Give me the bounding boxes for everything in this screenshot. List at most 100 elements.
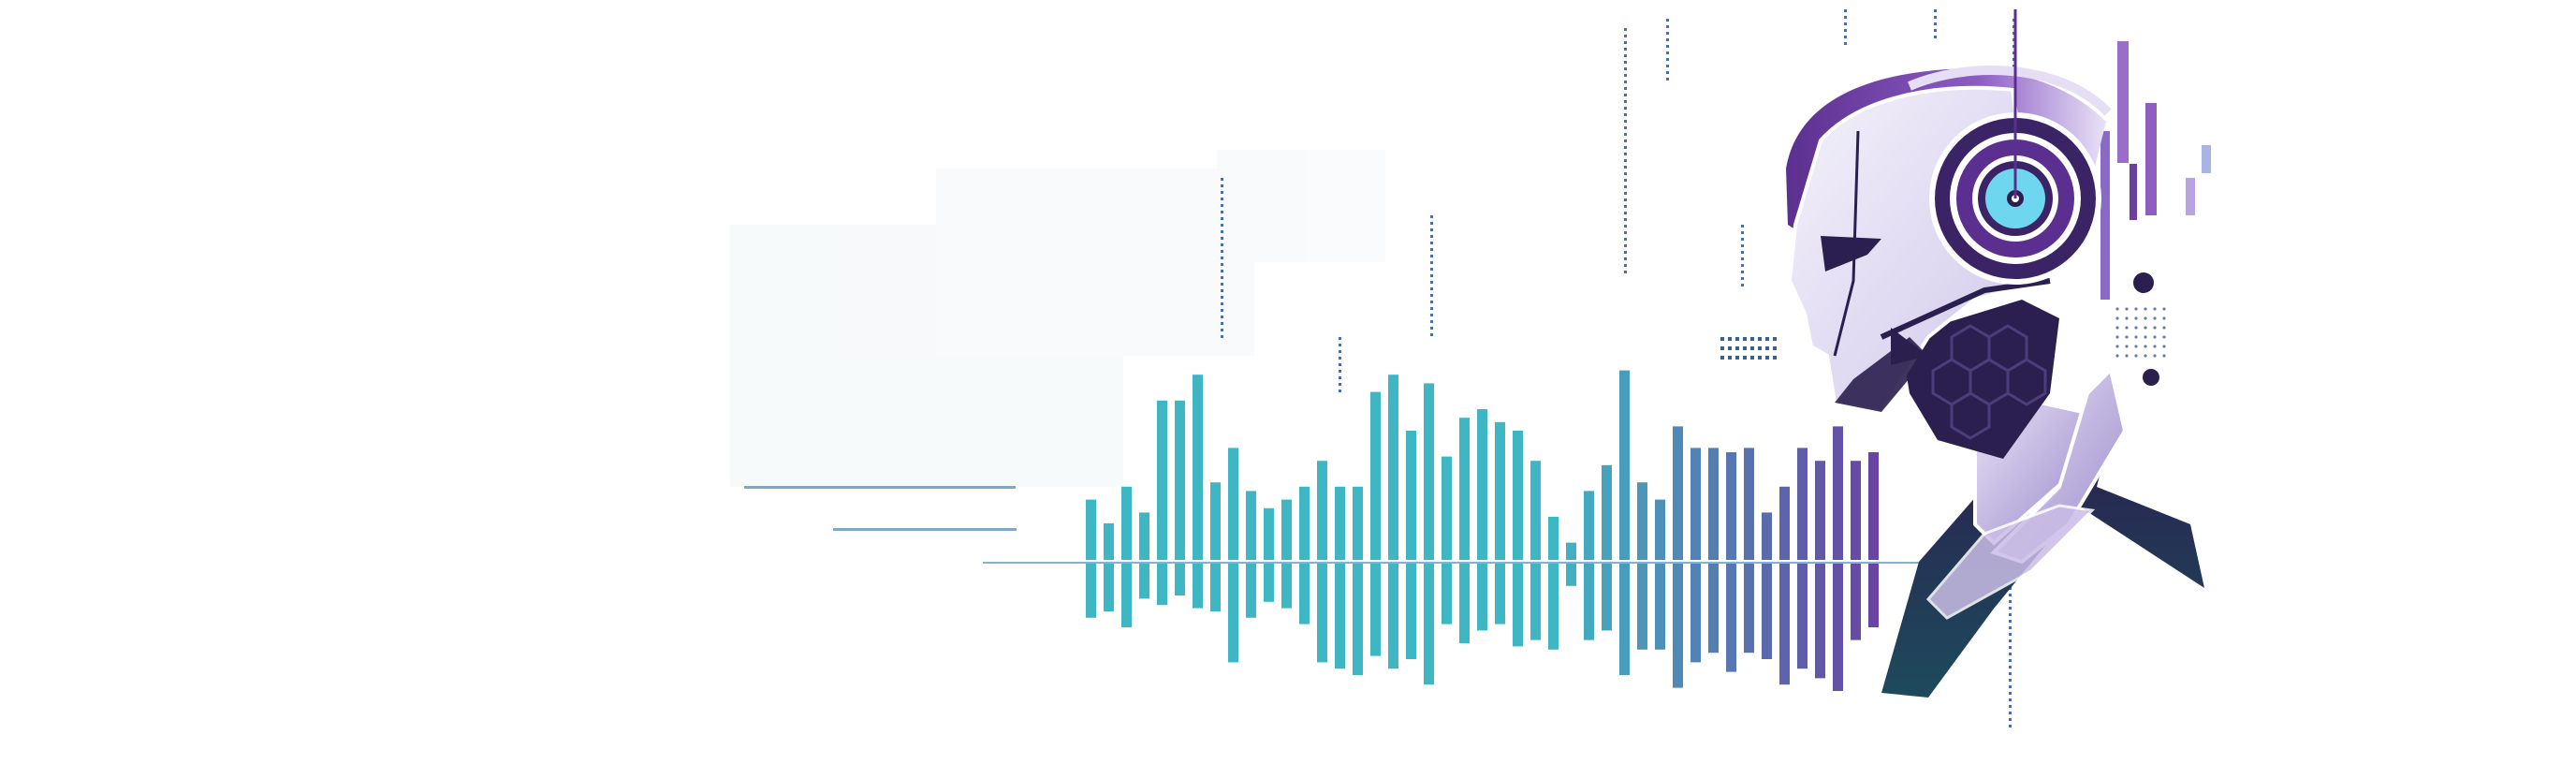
data-dot bbox=[1221, 184, 1223, 187]
grid-dot bbox=[1735, 346, 1739, 350]
grid-dot bbox=[2144, 326, 2147, 330]
waveform-bar-down bbox=[1708, 564, 1719, 654]
data-dot bbox=[1221, 335, 1223, 338]
waveform-bar-up bbox=[1121, 486, 1132, 560]
grid-dot bbox=[1750, 356, 1754, 360]
grid-dot bbox=[1773, 346, 1777, 350]
data-dot bbox=[1666, 58, 1669, 61]
waveform-bar-up bbox=[1353, 486, 1363, 560]
grid-dot bbox=[1743, 356, 1747, 360]
data-dot bbox=[1624, 113, 1627, 116]
data-dot bbox=[1624, 257, 1627, 260]
data-dot bbox=[1221, 296, 1223, 299]
waveform-bar-down bbox=[1779, 564, 1790, 685]
waveform-bar-down bbox=[1602, 564, 1612, 631]
data-dot bbox=[2009, 600, 2012, 603]
data-dot bbox=[1221, 250, 1223, 253]
waveform-bar-up bbox=[1690, 448, 1701, 560]
grid-dot bbox=[1758, 337, 1762, 341]
data-dot bbox=[1430, 242, 1433, 244]
data-dot bbox=[1666, 32, 1669, 35]
grid-dot bbox=[2162, 354, 2166, 358]
grid-dot bbox=[2125, 307, 2129, 311]
waveform-bar-up bbox=[1851, 461, 1861, 560]
data-dot bbox=[1221, 283, 1223, 286]
waveform-bar-down bbox=[1619, 564, 1630, 675]
data-dot bbox=[1221, 178, 1223, 181]
data-dot bbox=[1844, 16, 1847, 19]
data-dot bbox=[1221, 204, 1223, 207]
data-dot bbox=[1221, 198, 1223, 200]
data-dot bbox=[1934, 22, 1937, 25]
data-dot bbox=[2009, 653, 2012, 655]
waveform-bar-up bbox=[1619, 370, 1630, 560]
grid-dot bbox=[2115, 335, 2119, 339]
waveform-bar-down bbox=[1637, 564, 1647, 650]
grid-dot bbox=[2134, 326, 2138, 330]
waveform-bar-up bbox=[1193, 375, 1203, 560]
grid-dot bbox=[2134, 345, 2138, 348]
data-dot bbox=[1430, 235, 1433, 238]
robot-torso bbox=[1881, 412, 2204, 698]
waveform-bar-down bbox=[1690, 564, 1701, 663]
waveform-bar-up bbox=[1388, 375, 1398, 560]
data-dot bbox=[1741, 231, 1744, 234]
grid-dot bbox=[1758, 356, 1762, 360]
data-dot bbox=[1624, 120, 1627, 123]
waveform-bar-down bbox=[1851, 564, 1861, 640]
grid-dot bbox=[2125, 354, 2129, 358]
grid-dot bbox=[1773, 356, 1777, 360]
waveform-bar-down bbox=[1370, 564, 1381, 656]
data-dot bbox=[1339, 337, 1341, 340]
waveform-bar-up bbox=[1566, 542, 1576, 560]
data-dot bbox=[1844, 42, 1847, 45]
grid-dot bbox=[1743, 337, 1747, 341]
waveform-bar-up bbox=[1744, 448, 1754, 560]
data-dot bbox=[1221, 263, 1223, 266]
waveform-bar-down bbox=[1175, 564, 1185, 595]
grid-dot bbox=[1735, 356, 1739, 360]
grid-dot bbox=[2144, 345, 2147, 348]
waveform-bar-up bbox=[1602, 464, 1612, 560]
data-dot bbox=[1221, 309, 1223, 312]
data-dot bbox=[1221, 243, 1223, 246]
waveform-bar-down bbox=[1210, 564, 1221, 611]
waveform-bar-down bbox=[1530, 564, 1541, 640]
data-dot bbox=[1624, 172, 1627, 175]
waveform-bar-down bbox=[1193, 564, 1203, 609]
grid-dot bbox=[2144, 354, 2147, 358]
data-dot bbox=[2009, 705, 2012, 708]
grid-dot bbox=[2162, 316, 2166, 320]
data-dot bbox=[1221, 237, 1223, 240]
grid-dot bbox=[2134, 354, 2138, 358]
grid-dot bbox=[2153, 335, 2157, 339]
data-dot bbox=[1430, 255, 1433, 257]
waveform-bar-up bbox=[1139, 512, 1149, 560]
grid-dot bbox=[1750, 346, 1754, 350]
equalizer-blocks bbox=[2100, 41, 2211, 386]
grid-dot bbox=[1728, 346, 1732, 350]
grid-dot bbox=[2134, 316, 2138, 320]
waveform-bar-up bbox=[1317, 461, 1327, 560]
waveform-bar-down bbox=[1655, 564, 1665, 650]
data-dot bbox=[1221, 289, 1223, 292]
waveform-bar-down bbox=[1281, 564, 1292, 609]
waveform-bar-up bbox=[1246, 491, 1256, 560]
waveform-bar-up bbox=[1424, 383, 1434, 560]
waveform-bar-up bbox=[1833, 426, 1843, 560]
waveform-bar-down bbox=[1121, 564, 1132, 627]
waveform-bar-up bbox=[1175, 400, 1185, 560]
data-dot bbox=[2009, 692, 2012, 695]
grid-dot bbox=[2153, 326, 2157, 330]
data-dot bbox=[1624, 41, 1627, 44]
data-dot bbox=[1624, 133, 1627, 136]
data-dot bbox=[1666, 45, 1669, 48]
grid-dot bbox=[2115, 307, 2119, 311]
data-dot bbox=[2009, 685, 2012, 688]
waveform-bar-up bbox=[1210, 482, 1221, 560]
data-dot bbox=[1339, 350, 1341, 353]
data-dot bbox=[1430, 228, 1433, 231]
grid-dot bbox=[2153, 354, 2157, 358]
sound-waveform bbox=[1086, 370, 1879, 691]
